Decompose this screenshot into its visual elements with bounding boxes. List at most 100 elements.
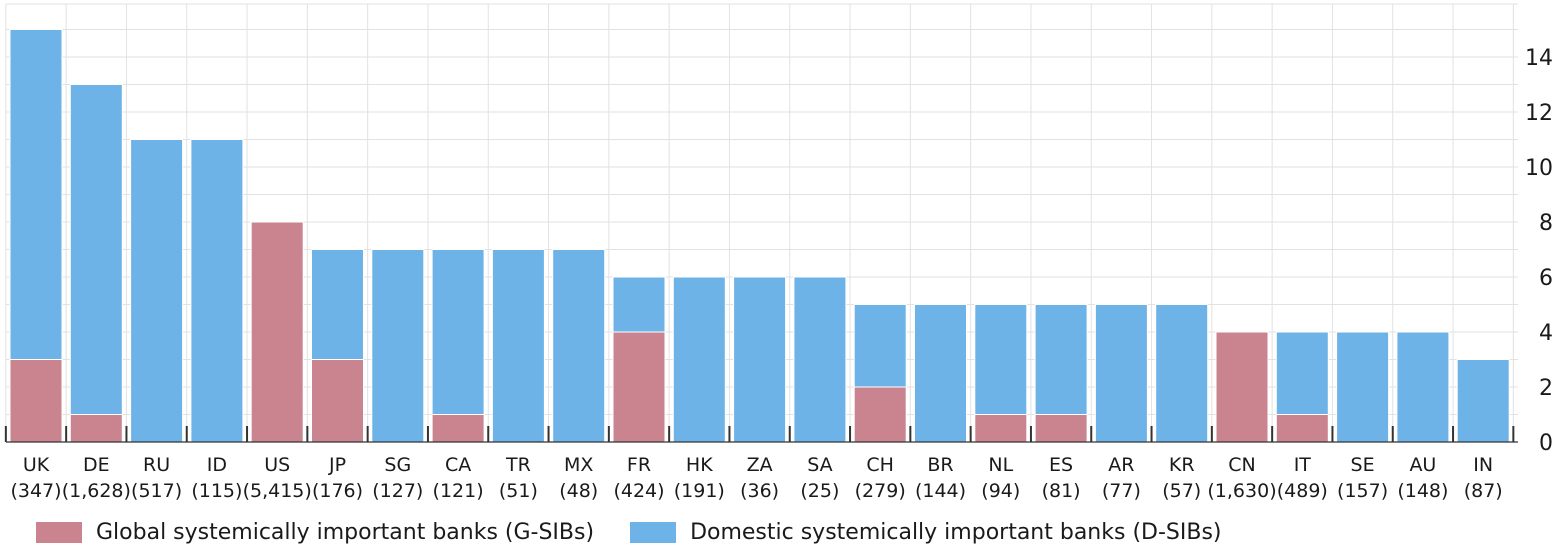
bar-au-dsib [1396, 331, 1450, 443]
x-category-count-label: (489) [1277, 480, 1328, 502]
x-category-label: NL [988, 454, 1013, 476]
x-category-count-label: (127) [372, 480, 423, 502]
bar-id-dsib [190, 139, 244, 443]
x-axis-labels: UK (347) DE (1,628) RU (517) ID (115) US (5,415) J… [10, 454, 1502, 502]
legend-label-gsib: Global systemically important banks (G-S… [96, 520, 595, 545]
bar-es-dsib [1034, 304, 1088, 415]
x-category-count-label: (77) [1102, 480, 1141, 502]
x-category-count-label: (517) [131, 480, 182, 502]
x-category-label: UK [23, 454, 50, 476]
x-category-count-label: (48) [559, 480, 598, 502]
x-category-label: KR [1169, 454, 1195, 476]
bar-hk-dsib [672, 276, 726, 443]
y-axis: 0 2 4 6 8 10 12 14 [1525, 46, 1553, 456]
stacked-bar-chart: 0 2 4 6 8 10 12 14 UK (347) DE (1,628) RU (517) ID (11… [4, 3, 1553, 502]
x-category-label: IN [1473, 454, 1493, 476]
x-category-count-label: (1,630) [1207, 480, 1276, 502]
legend-label-dsib: Domestic systemically important banks (D… [690, 520, 1222, 545]
y-tick-label: 14 [1525, 46, 1553, 71]
x-category-label: CH [866, 454, 894, 476]
bar-uk-gsib [9, 359, 63, 443]
x-category-label: SE [1351, 454, 1375, 476]
x-category-count-label: (94) [981, 480, 1020, 502]
x-category-count-label: (81) [1042, 480, 1081, 502]
x-category-count-label: (36) [740, 480, 779, 502]
bar-fr-dsib [612, 276, 666, 333]
x-category-count-label: (148) [1397, 480, 1448, 502]
bar-cn-gsib [1215, 331, 1269, 443]
x-category-count-label: (1,628) [62, 480, 131, 502]
bar-za-dsib [733, 276, 787, 443]
legend-item-gsib: Global systemically important banks (G-S… [36, 520, 594, 545]
x-category-label: SA [807, 454, 832, 476]
x-category-count-label: (279) [855, 480, 906, 502]
x-category-count-label: (51) [499, 480, 538, 502]
bar-tr-dsib [491, 249, 545, 443]
y-tick-label: 4 [1539, 321, 1553, 346]
x-category-count-label: (144) [915, 480, 966, 502]
y-tick-label: 10 [1525, 156, 1553, 181]
bar-nl-gsib [974, 414, 1028, 443]
bar-es-gsib [1034, 414, 1088, 443]
x-category-label: SG [384, 454, 411, 476]
x-category-label: US [264, 454, 290, 476]
bar-ca-gsib [431, 414, 485, 443]
x-category-count-label: (121) [433, 480, 484, 502]
x-category-label: DE [83, 454, 110, 476]
x-category-count-label: (347) [10, 480, 61, 502]
x-category-label: CN [1228, 454, 1255, 476]
bar-kr-dsib [1155, 304, 1209, 443]
y-tick-label: 8 [1539, 211, 1553, 236]
bar-in-dsib [1456, 359, 1510, 443]
bar-it-dsib [1275, 331, 1329, 415]
x-category-count-label: (115) [191, 480, 242, 502]
x-category-count-label: (191) [674, 480, 725, 502]
bar-nl-dsib [974, 304, 1028, 415]
bar-mx-dsib [552, 249, 606, 443]
bar-se-dsib [1336, 331, 1390, 443]
x-category-label: BR [927, 454, 953, 476]
x-category-label: MX [564, 454, 593, 476]
y-tick-label: 2 [1539, 376, 1553, 401]
x-category-label: ES [1049, 454, 1073, 476]
x-category-label: IT [1294, 454, 1312, 476]
x-category-label: HK [686, 454, 713, 476]
x-category-label: TR [505, 454, 531, 476]
bar-sg-dsib [371, 249, 425, 443]
bars [9, 29, 1510, 443]
x-axis [4, 426, 1518, 443]
legend-swatch-dsib [630, 522, 677, 543]
y-tick-label: 12 [1525, 101, 1553, 126]
bar-us-gsib [250, 221, 304, 443]
x-category-label: JP [328, 454, 346, 476]
y-tick-label: 0 [1539, 431, 1553, 456]
bar-uk-dsib [9, 29, 63, 360]
x-category-count-label: (87) [1464, 480, 1503, 502]
bar-jp-gsib [311, 359, 364, 443]
legend: Global systemically important banks (G-S… [36, 520, 1258, 545]
legend-item-dsib: Domestic systemically important banks (D… [630, 520, 1222, 545]
bar-ru-dsib [130, 139, 184, 443]
x-category-label: ZA [747, 454, 773, 476]
x-category-label: FR [627, 454, 651, 476]
bar-fr-gsib [612, 331, 666, 443]
bar-ch-gsib [853, 386, 907, 443]
x-category-label: AR [1108, 454, 1134, 476]
bar-ca-dsib [431, 249, 485, 415]
bar-sa-dsib [793, 276, 847, 443]
x-category-count-label: (176) [312, 480, 363, 502]
x-category-label: AU [1409, 454, 1436, 476]
x-category-count-label: (424) [613, 480, 664, 502]
x-category-label: ID [207, 454, 227, 476]
bar-jp-dsib [311, 249, 364, 360]
x-category-label: CA [445, 454, 471, 476]
bar-ch-dsib [853, 304, 907, 388]
x-category-count-label: (157) [1337, 480, 1388, 502]
legend-swatch-gsib [36, 522, 82, 543]
x-category-count-label: (5,415) [243, 480, 312, 502]
x-category-count-label: (57) [1162, 480, 1201, 502]
bar-it-gsib [1275, 414, 1329, 443]
x-category-count-label: (25) [800, 480, 839, 502]
bar-ar-dsib [1094, 304, 1148, 443]
x-category-label: RU [143, 454, 170, 476]
